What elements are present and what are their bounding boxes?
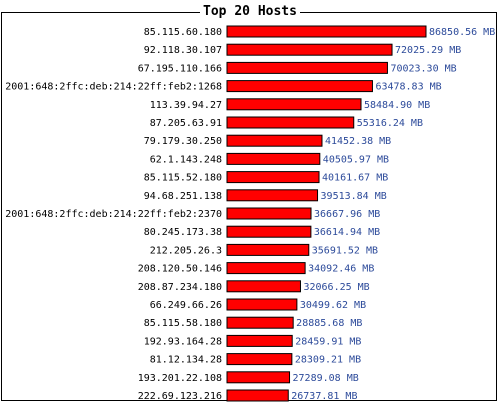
value-label: 40161.67 MB [322, 173, 388, 184]
host-label: 85.115.52.180 [144, 173, 222, 184]
host-bar [226, 225, 312, 238]
value-label: 55316.24 MB [357, 118, 423, 129]
host-label: 85.115.58.180 [144, 318, 222, 329]
value-label: 72025.29 MB [395, 45, 461, 56]
value-label: 27289.08 MB [293, 373, 359, 384]
host-bar [226, 334, 293, 347]
chart-title: Top 20 Hosts [200, 4, 300, 19]
host-bar [226, 280, 301, 293]
host-bar [226, 389, 289, 402]
host-label: 212.205.26.3 [150, 245, 222, 256]
host-label: 62.1.143.248 [150, 154, 222, 165]
host-bar [226, 134, 323, 147]
host-label: 192.93.164.28 [144, 336, 222, 347]
host-label: 85.115.60.180 [144, 27, 222, 38]
value-label: 30499.62 MB [300, 300, 366, 311]
value-label: 26737.81 MB [291, 391, 357, 402]
host-label: 2001:648:2ffc:deb:214:22ff:feb2:1268 [5, 82, 222, 93]
value-label: 40505.97 MB [323, 154, 389, 165]
host-bar [226, 298, 298, 311]
value-label: 41452.38 MB [325, 136, 391, 147]
host-label: 81.12.134.28 [150, 355, 222, 366]
host-label: 87.205.63.91 [150, 118, 222, 129]
host-label: 94.68.251.138 [144, 191, 222, 202]
host-bar [226, 316, 294, 329]
value-label: 36667.96 MB [314, 209, 380, 220]
value-label: 63478.83 MB [375, 82, 441, 93]
host-bar [226, 243, 310, 256]
host-label: 208.87.234.180 [138, 282, 222, 293]
host-label: 66.249.66.26 [150, 300, 222, 311]
value-label: 86850.56 MB [429, 27, 495, 38]
host-bar [226, 152, 321, 165]
host-label: 208.120.50.146 [138, 264, 222, 275]
host-label: 2001:648:2ffc:deb:214:22ff:feb2:2370 [5, 209, 222, 220]
host-label: 193.201.22.108 [138, 373, 222, 384]
host-label: 113.39.94.27 [150, 100, 222, 111]
value-label: 58484.90 MB [364, 100, 430, 111]
chart-title-wrap: Top 20 Hosts [0, 4, 500, 20]
host-bar [226, 353, 293, 366]
host-bar [226, 61, 388, 74]
host-label: 92.118.30.107 [144, 45, 222, 56]
host-label: 222.69.123.216 [138, 391, 222, 402]
value-label: 28885.68 MB [296, 318, 362, 329]
host-bar [226, 207, 312, 220]
host-bar [226, 262, 306, 275]
value-label: 28309.21 MB [295, 355, 361, 366]
value-label: 34092.46 MB [308, 264, 374, 275]
value-label: 28459.91 MB [295, 336, 361, 347]
value-label: 32066.25 MB [303, 282, 369, 293]
host-bar [226, 171, 320, 184]
host-label: 80.245.173.38 [144, 227, 222, 238]
host-bar [226, 371, 291, 384]
value-label: 36614.94 MB [314, 227, 380, 238]
value-label: 39513.84 MB [321, 191, 387, 202]
host-bar [226, 43, 393, 56]
host-bar [226, 189, 319, 202]
host-bar [226, 25, 427, 38]
host-label: 67.195.110.166 [138, 63, 222, 74]
value-label: 35691.52 MB [312, 245, 378, 256]
value-label: 70023.30 MB [390, 63, 456, 74]
host-label: 79.179.30.250 [144, 136, 222, 147]
host-bar [226, 98, 362, 111]
host-bar [226, 116, 355, 129]
host-bar [226, 80, 373, 93]
